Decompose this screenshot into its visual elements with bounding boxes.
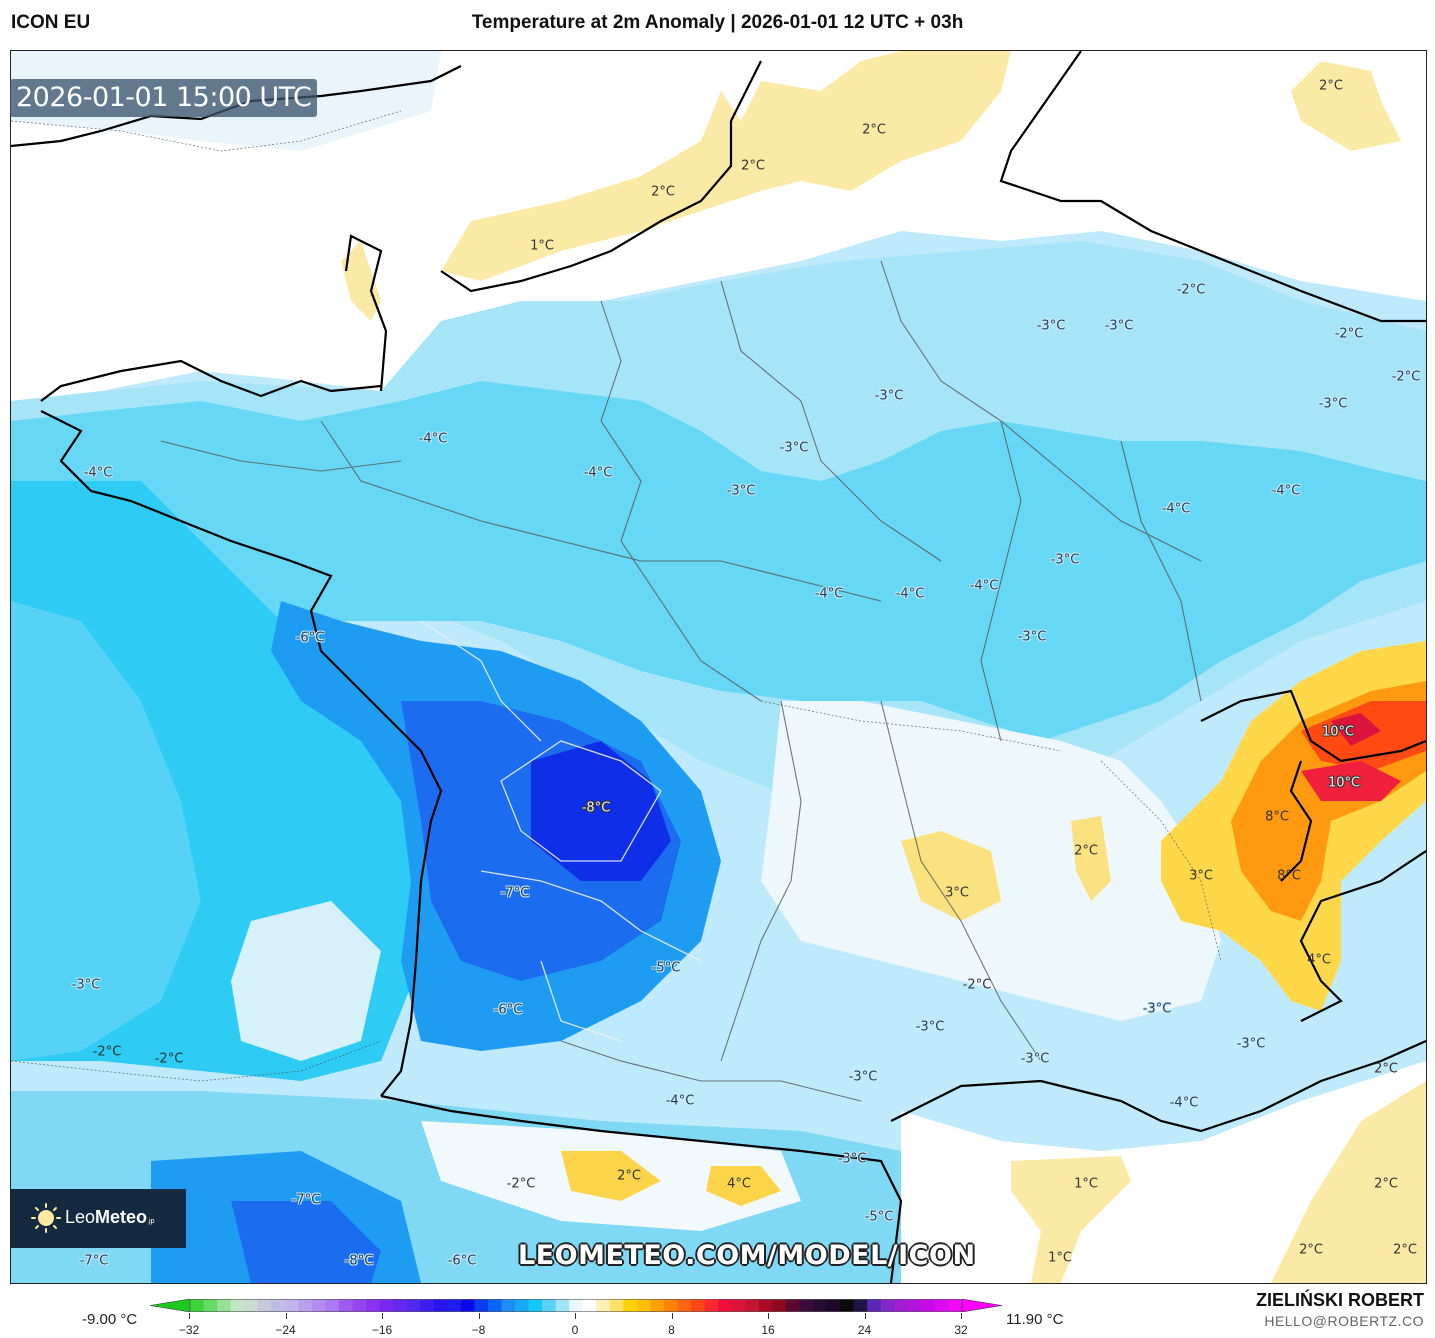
sun-icon xyxy=(31,1203,61,1233)
region-borders xyxy=(160,260,1202,1102)
colorbar-tick-label: 16 xyxy=(761,1323,775,1337)
colorbar-tick-label: 8 xyxy=(668,1323,675,1337)
temperature-label: -3°C xyxy=(915,1019,945,1035)
colorbar-tick xyxy=(864,1313,866,1319)
colorbar xyxy=(150,1299,1002,1312)
colorbar-tick-label: −16 xyxy=(371,1323,393,1337)
temperature-label: -4°C xyxy=(583,465,613,481)
temperature-label: 3°C xyxy=(1189,868,1213,884)
temperature-label: -4°C xyxy=(895,586,925,602)
colorbar-tick-label: −32 xyxy=(178,1323,200,1337)
temperature-label: -3°C xyxy=(1104,318,1134,334)
temperature-label: -4°C xyxy=(814,586,844,602)
colorbar-tick xyxy=(768,1313,769,1319)
temperature-label: -2°C xyxy=(506,1176,536,1192)
colorbar-tick xyxy=(285,1313,287,1319)
temperature-label: -2°C xyxy=(962,977,992,993)
temperature-label: 10°C xyxy=(1327,775,1361,791)
temperature-label: -3°C xyxy=(1036,318,1066,334)
region-borders-cold xyxy=(420,620,702,1042)
anomaly-map: 1°C 2°C 2°C 2°C 2°C -2°C -3°C -3°C -2°C -2°C -3°C -… xyxy=(10,50,1427,1284)
temperature-label: -2°C xyxy=(92,1044,122,1060)
temperature-label: -3°C xyxy=(1020,1051,1050,1067)
temperature-label: -5°C xyxy=(651,960,681,976)
temperature-label: -2°C xyxy=(1391,369,1421,385)
temperature-label: -3°C xyxy=(1318,396,1348,412)
temperature-label: 2°C xyxy=(1299,1242,1323,1258)
leometeo-logo[interactable]: LeoMeteo.jp xyxy=(11,1189,186,1248)
temperature-label: -6°C xyxy=(447,1253,477,1269)
watermark-url[interactable]: LEOMETEO.COM/MODEL/ICON xyxy=(518,1240,976,1271)
temperature-label: -3°C xyxy=(1050,552,1080,568)
temperature-label: 4°C xyxy=(727,1176,751,1192)
colorbar-tick xyxy=(478,1313,480,1319)
colorbar-tick-label: 0 xyxy=(571,1323,579,1337)
temperature-label: -6°C xyxy=(295,630,325,646)
temperature-label: 1°C xyxy=(1074,1176,1098,1192)
temperature-label: -3°C xyxy=(1236,1036,1266,1052)
colorbar-tick-label: −8 xyxy=(471,1323,486,1337)
temperature-label: 8°C xyxy=(1277,868,1301,884)
temperature-label: -7°C xyxy=(79,1253,109,1269)
temperature-label: 2°C xyxy=(1374,1061,1398,1077)
colorbar-min-label: -9.00 °C xyxy=(82,1311,138,1328)
temperature-label: 2°C xyxy=(1374,1176,1398,1192)
temperature-label: 2°C xyxy=(651,184,675,200)
model-name: ICON EU xyxy=(11,12,91,33)
author-name: ZIELIŃSKI ROBERT xyxy=(1255,1290,1424,1310)
temperature-label: 8°C xyxy=(1265,809,1289,825)
temperature-label: 1°C xyxy=(1048,1250,1072,1266)
temperature-label: -4°C xyxy=(665,1093,695,1109)
temperature-label: 1°C xyxy=(530,238,554,254)
temperature-label: -3°C xyxy=(874,388,904,404)
temperature-label: -6°C xyxy=(493,1002,523,1018)
colorbar-max-label: 11.90 °C xyxy=(1006,1311,1064,1328)
temperature-label: -8°C xyxy=(581,800,611,816)
temperature-label: -4°C xyxy=(83,465,113,481)
temperature-label: -3°C xyxy=(1017,629,1047,645)
colorbar-tick xyxy=(189,1313,190,1319)
temperature-label: -3°C xyxy=(837,1151,867,1167)
temperature-label: -4°C xyxy=(969,578,999,594)
temperature-label: 2°C xyxy=(741,158,765,174)
logo-text: LeoMeteo.jp xyxy=(65,1207,155,1227)
temperature-label: -4°C xyxy=(1271,483,1301,499)
temperature-label: -3°C xyxy=(71,977,101,993)
temperature-label: -2°C xyxy=(1334,326,1364,342)
temperature-label: 10°C xyxy=(1321,724,1355,740)
author-email[interactable]: HELLO@ROBERTZ.CO xyxy=(1264,1313,1424,1329)
temperature-label: -7°C xyxy=(500,885,530,901)
colorbar-tick xyxy=(961,1313,962,1319)
temperature-label: -3°C xyxy=(779,440,809,456)
temperature-label: 2°C xyxy=(1393,1242,1417,1258)
colorbar-tick xyxy=(575,1313,576,1319)
colorbar-tick-label: 24 xyxy=(857,1323,872,1337)
temperature-label: 2°C xyxy=(862,122,886,138)
contour-lines xyxy=(11,110,1222,1082)
temperature-label: 3°C xyxy=(945,885,969,901)
temperature-label: -5°C xyxy=(864,1209,894,1225)
temperature-label: -2°C xyxy=(154,1051,184,1067)
colorbar-tick xyxy=(382,1313,383,1319)
temperature-label: -4°C xyxy=(1169,1095,1199,1111)
temperature-label: 2°C xyxy=(1319,78,1343,94)
temperature-label: -4°C xyxy=(1161,501,1191,517)
temperature-label: -8°C xyxy=(344,1253,374,1269)
colorbar-tick-label: −24 xyxy=(275,1323,296,1337)
temperature-label: -3°C xyxy=(848,1069,878,1085)
map-fields xyxy=(11,51,1426,1283)
temperature-label: 2°C xyxy=(617,1168,641,1184)
temperature-label: -4°C xyxy=(418,431,448,447)
temperature-label: -2°C xyxy=(1176,282,1206,298)
colorbar-tick xyxy=(671,1313,673,1319)
temperature-label: 2°C xyxy=(1074,843,1098,859)
colorbar-tick-label: 32 xyxy=(954,1323,968,1337)
temperature-label: -3°C xyxy=(726,483,756,499)
temperature-label: 4°C xyxy=(1307,952,1331,968)
chart-title: Temperature at 2m Anomaly | 2026-01-01 1… xyxy=(471,12,964,33)
valid-time-badge: 2026-01-01 15:00 UTC xyxy=(10,79,318,117)
temperature-label: -7°C xyxy=(291,1192,321,1208)
temperature-label: -3°C xyxy=(1142,1001,1172,1017)
